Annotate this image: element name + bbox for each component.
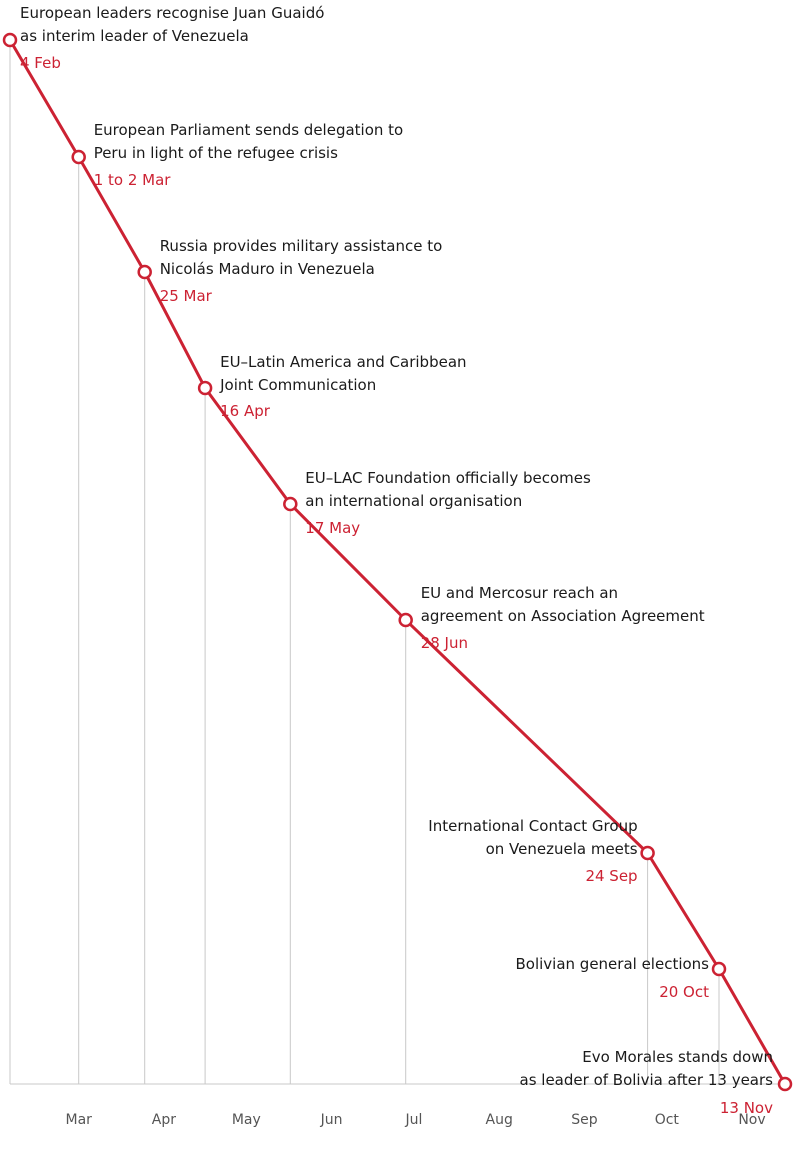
- event-marker: [777, 1076, 793, 1092]
- month-label: Mar: [65, 1112, 92, 1128]
- event-title: Peru in light of the refugee crisis: [94, 144, 338, 162]
- event-title: Evo Morales stands down: [582, 1048, 773, 1066]
- event-title: EU–LAC Foundation officially becomes: [305, 469, 591, 487]
- event-title: Bolivian general elections: [515, 955, 709, 973]
- event-date: 25 Mar: [160, 287, 213, 305]
- month-label: Oct: [655, 1112, 680, 1128]
- event-marker: [2, 32, 18, 48]
- event-marker: [71, 149, 86, 165]
- event-title: European leaders recognise Juan Guaidó: [20, 4, 324, 22]
- month-label: Nov: [738, 1112, 765, 1128]
- month-label: Sep: [571, 1112, 598, 1128]
- event-labels: European leaders recognise Juan Guaidó as…: [20, 4, 773, 1117]
- event-title: as interim leader of Venezuela: [20, 27, 249, 45]
- event-marker: [283, 496, 298, 512]
- guide-lines: [9, 40, 785, 1085]
- event-title: International Contact Group: [428, 817, 637, 835]
- event-date: 28 Jun: [421, 634, 468, 652]
- event-marker: [711, 961, 727, 977]
- month-label: Jul: [405, 1112, 423, 1128]
- event-marker: [197, 380, 213, 396]
- event-title: EU–Latin America and Caribbean: [220, 353, 466, 371]
- event-title: Nicolás Maduro in Venezuela: [160, 260, 375, 278]
- event-marker: [398, 612, 413, 628]
- event-title: agreement on Association Agreement: [421, 607, 705, 625]
- month-label: Jun: [320, 1112, 343, 1128]
- event-title: Russia provides military assistance to: [160, 237, 443, 255]
- month-label: Apr: [152, 1112, 176, 1128]
- timeline-path: [8, 39, 787, 1085]
- event-title: EU and Mercosur reach an: [421, 584, 618, 602]
- event-title: an international organisation: [305, 492, 522, 510]
- event-title: as leader of Bolivia after 13 years: [520, 1071, 774, 1089]
- event-marker: [137, 264, 152, 280]
- event-date: 24 Sep: [585, 867, 637, 885]
- event-markers: [2, 32, 793, 1092]
- event-date: 17 May: [305, 519, 360, 537]
- event-date: 1 to 2 Mar: [94, 171, 172, 189]
- event-title: Joint Communication: [219, 376, 376, 394]
- event-date: 13 Nov: [720, 1099, 773, 1117]
- event-marker: [640, 845, 655, 861]
- month-label: Aug: [486, 1112, 513, 1128]
- month-label: May: [232, 1112, 261, 1128]
- event-date: 20 Oct: [659, 983, 709, 1001]
- event-title: on Venezuela meets: [486, 840, 638, 858]
- event-title: European Parliament sends delegation to: [94, 121, 404, 139]
- event-date: 4 Feb: [20, 54, 61, 72]
- month-axis: Mar Apr May Jun Jul Aug Sep Oct Nov: [65, 1112, 765, 1128]
- event-date: 16 Apr: [220, 402, 271, 420]
